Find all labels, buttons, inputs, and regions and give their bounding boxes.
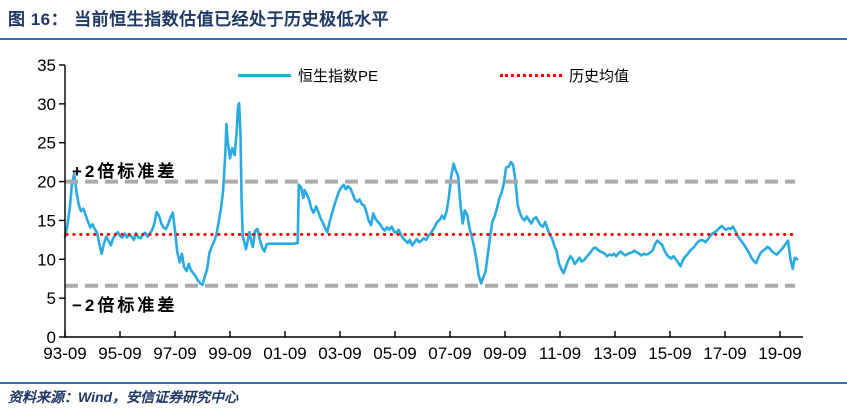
x-tick-label: 11-09 xyxy=(539,344,581,363)
x-tick-label: 13-09 xyxy=(593,344,636,363)
y-tick-label: 35 xyxy=(37,56,56,75)
x-tick-label: 05-09 xyxy=(373,344,416,363)
x-tick-label: 99-09 xyxy=(208,344,251,363)
y-tick-label: 15 xyxy=(37,211,56,230)
pe-line-swatch xyxy=(238,73,291,77)
x-tick-label: 09-09 xyxy=(483,344,526,363)
figure-title: 图 16： 当前恒生指数估值已经处于历史极低水平 xyxy=(8,5,389,30)
legend-item-pe: 恒生指数PE xyxy=(238,66,379,85)
y-tick-label: 10 xyxy=(37,250,56,269)
pe-line xyxy=(63,101,799,287)
minus-2sd-label: −2倍标准差 xyxy=(72,296,178,315)
y-tick-label: 5 xyxy=(47,289,56,308)
x-tick-label: 95-09 xyxy=(98,344,141,363)
legend-item-mean: 历史均值 xyxy=(500,66,630,85)
x-tick-label: 01-09 xyxy=(263,344,306,363)
source-note: 资料来源：Wind，安信证券研究中心 xyxy=(8,389,239,405)
figure-title-text: 当前恒生指数估值已经处于历史极低水平 xyxy=(74,10,390,29)
x-tick-label: 03-09 xyxy=(318,344,361,363)
y-tick-label: 0 xyxy=(47,328,56,347)
mean-line-swatch xyxy=(500,73,562,77)
x-tick-label: 15-09 xyxy=(648,344,691,363)
footer-divider xyxy=(0,382,847,384)
y-tick-label: 25 xyxy=(37,134,56,153)
y-tick-label: 30 xyxy=(37,95,56,114)
x-tick-label: 17-09 xyxy=(703,344,746,363)
x-tick-label: 93-09 xyxy=(43,344,86,363)
pe-legend-label: 恒生指数PE xyxy=(298,67,379,85)
x-tick-label: 07-09 xyxy=(428,344,471,363)
plus-2sd-label: +2倍标准差 xyxy=(72,162,178,181)
y-tick-label: 20 xyxy=(37,173,56,192)
title-divider xyxy=(0,38,847,40)
x-tick-label: 19-09 xyxy=(758,344,801,363)
x-tick-label: 97-09 xyxy=(153,344,196,363)
mean-legend-label: 历史均值 xyxy=(569,67,630,85)
figure-number: 图 16： xyxy=(8,10,69,29)
